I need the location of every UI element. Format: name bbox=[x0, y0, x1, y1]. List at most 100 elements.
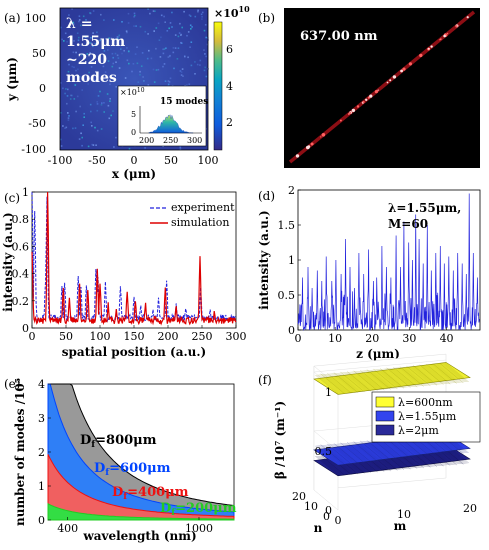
inset-mode-distribution bbox=[148, 114, 194, 134]
surface-mesh bbox=[316, 364, 449, 377]
scatter-spot bbox=[306, 145, 310, 150]
speckle-dot bbox=[66, 95, 69, 97]
speckle-dot bbox=[180, 34, 182, 36]
a-xtick: -100 bbox=[48, 154, 73, 167]
surface-mesh bbox=[324, 442, 457, 455]
scatter-spot bbox=[389, 79, 392, 82]
speckle-dot bbox=[128, 147, 131, 150]
c-xtick-label: 0 bbox=[29, 330, 36, 343]
speckle-dot bbox=[173, 67, 175, 70]
speckle-dot bbox=[186, 34, 188, 37]
speckle-dot bbox=[133, 14, 136, 17]
panel-b-label: (b) bbox=[258, 11, 275, 25]
panel-e-label: (e) bbox=[4, 377, 20, 391]
speckle-dot bbox=[90, 110, 92, 113]
speckle-dot bbox=[112, 56, 114, 59]
f-ylabel: m bbox=[394, 519, 407, 533]
speckle-dot bbox=[189, 24, 192, 27]
speckle-dot bbox=[70, 58, 72, 61]
surface-mesh bbox=[386, 367, 411, 388]
scatter-spot bbox=[351, 108, 356, 113]
speckle-dot bbox=[78, 19, 81, 21]
speckle-dot bbox=[103, 102, 105, 104]
colorbar-tick: 6 bbox=[226, 43, 233, 56]
speckle-dot bbox=[72, 127, 74, 130]
a-xtick: 50 bbox=[164, 154, 178, 167]
speckle-dot bbox=[83, 112, 85, 115]
speckle-dot bbox=[90, 41, 93, 44]
speckle-dot bbox=[143, 80, 145, 82]
scatter-spot bbox=[402, 67, 406, 71]
d-xtick-label: 40 bbox=[440, 332, 454, 345]
speckle-dot bbox=[81, 89, 83, 91]
f-ztick: 1 bbox=[325, 386, 332, 399]
speckle-dot bbox=[204, 53, 206, 55]
e-xtick-label: 1000 bbox=[185, 522, 213, 535]
surface-mesh bbox=[393, 367, 418, 388]
speckle-dot bbox=[200, 13, 203, 16]
speckle-dot bbox=[183, 10, 185, 13]
speckle-dot bbox=[127, 50, 130, 53]
speckle-dot bbox=[79, 54, 82, 56]
scatter-spot bbox=[365, 98, 368, 102]
panel-b: (b) 637.00 nm bbox=[258, 8, 480, 168]
speckle-dot bbox=[118, 34, 121, 37]
d-xtick-label: 0 bbox=[295, 332, 302, 345]
surface-mesh bbox=[323, 441, 456, 454]
annotation-line-1: λ = bbox=[66, 16, 92, 32]
speckle-dot bbox=[137, 81, 140, 83]
a-ytick: -100 bbox=[21, 143, 46, 156]
d-xtick-label: 30 bbox=[402, 332, 416, 345]
a-ytick: -50 bbox=[28, 117, 46, 130]
speckle-dot bbox=[162, 48, 164, 51]
speckle-dot bbox=[167, 56, 170, 58]
speckle-dot bbox=[94, 79, 96, 82]
surface-mesh bbox=[323, 370, 456, 383]
speckle-dot bbox=[78, 36, 80, 39]
a-ytick: 0 bbox=[39, 82, 46, 95]
speckle-dot bbox=[189, 15, 192, 17]
e-ytick-label: 3 bbox=[38, 412, 45, 425]
speckle-dot bbox=[74, 84, 77, 86]
speckle-dot bbox=[80, 24, 82, 27]
inset-title: 15 modes bbox=[160, 97, 208, 107]
speckle-dot bbox=[180, 74, 183, 76]
c-ytick-label: 0.8 bbox=[12, 213, 30, 226]
speckle-dot bbox=[61, 38, 63, 41]
surface-mesh bbox=[325, 443, 459, 456]
speckle-dot bbox=[205, 55, 207, 58]
a-xtick: 100 bbox=[198, 154, 219, 167]
surface-mesh bbox=[324, 371, 457, 384]
colorbar-scale: ×1010 bbox=[214, 4, 250, 20]
scatter-spot bbox=[446, 32, 449, 35]
speckle-dot bbox=[163, 63, 166, 65]
speckle-dot bbox=[96, 42, 98, 45]
speckle-dot bbox=[67, 70, 70, 73]
speckle-dot bbox=[135, 25, 137, 27]
speckle-dot bbox=[203, 29, 206, 32]
speckle-dot bbox=[80, 132, 82, 135]
e-ytick-label: 1 bbox=[38, 480, 45, 493]
speckle-dot bbox=[113, 19, 115, 21]
scatter-spot bbox=[466, 16, 469, 19]
speckle-dot bbox=[196, 63, 199, 66]
scatter-spot bbox=[339, 119, 342, 122]
speckle-dot bbox=[65, 88, 67, 90]
speckle-dot bbox=[104, 71, 107, 73]
speckle-dot bbox=[139, 70, 141, 73]
speckle-dot bbox=[144, 147, 146, 149]
legend-label-experiment: experiment bbox=[171, 201, 235, 214]
speckle-dot bbox=[133, 25, 135, 27]
speckle-dot bbox=[78, 20, 80, 23]
speckle-dot bbox=[69, 98, 72, 100]
d-ytick-label: 1.5 bbox=[278, 219, 296, 232]
d-ytick-label: 1 bbox=[288, 254, 295, 267]
speckle-dot bbox=[97, 39, 99, 42]
speckle-dot bbox=[205, 36, 207, 39]
speckle-dot bbox=[60, 82, 62, 84]
panel-f-label: (f) bbox=[258, 373, 272, 387]
speckle-dot bbox=[167, 80, 170, 82]
a-ylabel: y (μm) bbox=[5, 57, 19, 102]
speckle-dot bbox=[116, 54, 119, 57]
heatmap-frame bbox=[59, 7, 209, 151]
